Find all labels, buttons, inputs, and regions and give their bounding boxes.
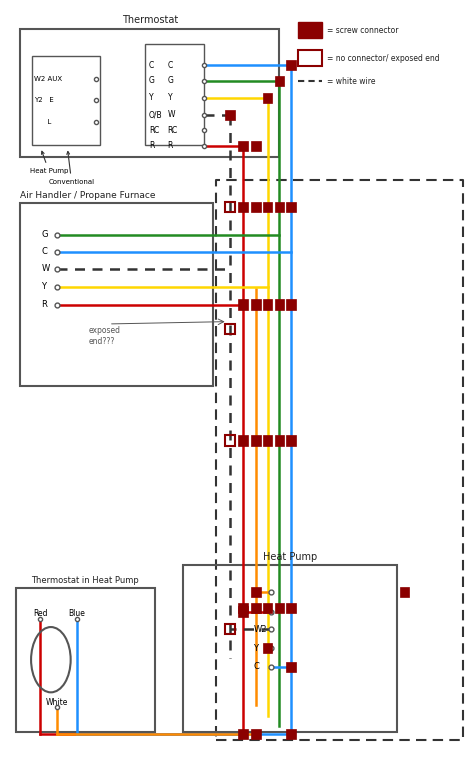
Text: R: R: [254, 607, 259, 616]
Text: C: C: [149, 61, 154, 69]
Text: G: G: [168, 76, 173, 85]
Bar: [263, 300, 273, 310]
Text: W2: W2: [254, 625, 267, 634]
Text: Blue: Blue: [68, 608, 85, 618]
Text: Red: Red: [33, 608, 47, 618]
Text: Heat Pump: Heat Pump: [30, 151, 68, 174]
Bar: [20, 204, 213, 386]
Text: O: O: [254, 587, 260, 597]
Text: Conventional: Conventional: [48, 151, 95, 185]
Text: G: G: [149, 76, 155, 85]
Bar: [275, 76, 284, 86]
Text: W: W: [168, 110, 175, 119]
Text: Y: Y: [168, 94, 173, 102]
Bar: [145, 44, 204, 145]
Text: Thermostat: Thermostat: [122, 16, 178, 26]
Bar: [251, 435, 261, 445]
Bar: [263, 202, 273, 212]
Bar: [251, 141, 261, 151]
Bar: [275, 202, 284, 212]
Text: C: C: [41, 247, 47, 256]
Bar: [225, 435, 235, 445]
Bar: [251, 300, 261, 310]
Bar: [275, 300, 284, 310]
Text: O/B: O/B: [149, 110, 163, 119]
Text: RC: RC: [149, 126, 159, 135]
Text: White: White: [46, 698, 68, 707]
Bar: [286, 202, 296, 212]
Bar: [32, 56, 100, 145]
Text: R: R: [168, 141, 173, 151]
Bar: [286, 661, 296, 672]
Text: Y2   E: Y2 E: [34, 97, 54, 103]
Text: W2 AUX: W2 AUX: [34, 76, 62, 82]
Bar: [238, 141, 248, 151]
Bar: [251, 202, 261, 212]
Text: Heat Pump: Heat Pump: [263, 551, 317, 562]
Bar: [275, 603, 284, 612]
Bar: [225, 624, 235, 634]
Text: C: C: [254, 662, 259, 672]
Text: C: C: [168, 61, 173, 69]
Text: G: G: [41, 230, 48, 239]
Bar: [275, 435, 284, 445]
Bar: [286, 603, 296, 612]
Bar: [20, 29, 279, 157]
Text: RC: RC: [168, 126, 178, 135]
Text: W: W: [41, 264, 50, 273]
Bar: [263, 643, 273, 653]
Text: = white wire: = white wire: [327, 77, 375, 86]
Bar: [16, 588, 155, 732]
Bar: [238, 202, 248, 212]
Bar: [286, 300, 296, 310]
Text: R: R: [41, 300, 47, 309]
Bar: [286, 729, 296, 739]
Text: R: R: [149, 141, 154, 151]
Bar: [225, 324, 235, 335]
Text: Thermostat in Heat Pump: Thermostat in Heat Pump: [31, 576, 139, 585]
Bar: [286, 435, 296, 445]
Bar: [225, 202, 235, 212]
Bar: [238, 603, 248, 612]
Bar: [225, 110, 235, 120]
Bar: [400, 587, 409, 597]
Bar: [251, 603, 261, 612]
Text: Y: Y: [41, 282, 46, 291]
Text: = screw connector: = screw connector: [327, 26, 398, 34]
Text: L: L: [34, 119, 51, 125]
Bar: [263, 93, 273, 103]
Bar: [183, 565, 397, 732]
Bar: [238, 435, 248, 445]
Text: = no connector/ exposed end: = no connector/ exposed end: [327, 54, 439, 62]
Text: Air Handler / Propane Furnace: Air Handler / Propane Furnace: [20, 191, 156, 200]
Bar: [298, 51, 322, 66]
Bar: [298, 23, 322, 38]
Bar: [238, 300, 248, 310]
Bar: [251, 587, 261, 597]
Bar: [251, 729, 261, 739]
Text: Y: Y: [254, 644, 258, 653]
Bar: [263, 603, 273, 612]
Bar: [238, 607, 248, 616]
Text: Y: Y: [149, 94, 154, 102]
Bar: [238, 729, 248, 739]
Text: exposed
end???: exposed end???: [89, 326, 120, 346]
Bar: [286, 60, 296, 70]
Bar: [263, 435, 273, 445]
